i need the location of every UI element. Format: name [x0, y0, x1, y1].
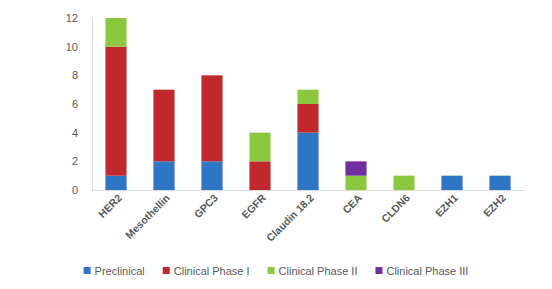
- bar: [297, 89, 318, 90]
- legend-label: Clinical Phase III: [386, 265, 468, 277]
- bar: [345, 176, 366, 190]
- series: [105, 47, 318, 190]
- bar: [201, 75, 222, 161]
- bar: [249, 161, 270, 190]
- bar: [201, 161, 222, 190]
- tick: CLDN6: [379, 190, 412, 225]
- legend: Preclinical Clinical Phase I Clinical Phas…: [84, 265, 469, 277]
- legend-item: Clinical Phase II: [268, 265, 358, 277]
- tick: 8: [72, 69, 92, 81]
- bar: [441, 175, 462, 176]
- tick: GPC3: [191, 190, 220, 220]
- legend-label: Clinical Phase II: [279, 265, 358, 277]
- tick-label: 8: [72, 69, 78, 81]
- bar: [105, 18, 126, 19]
- bar: [489, 175, 510, 176]
- tick-label: EGFR: [239, 191, 268, 220]
- bar: [489, 176, 510, 190]
- bar: [297, 133, 318, 190]
- tick-label: EZH2: [481, 191, 509, 219]
- bar: [153, 89, 174, 90]
- bars: [105, 18, 510, 190]
- bar: [105, 18, 126, 47]
- tick: 10: [66, 41, 92, 53]
- tick: HER2: [96, 190, 124, 220]
- bar: [393, 176, 414, 190]
- bar: [441, 175, 462, 176]
- bar: [441, 175, 462, 176]
- plot: 0 2 4 6 8 10 12 HER2Mesothellin GPC3 EGFRClaudin …: [66, 12, 525, 244]
- tick: 6: [72, 98, 92, 110]
- tick: CEA: [340, 190, 364, 216]
- bar: [345, 161, 366, 175]
- tick-label: 0: [72, 184, 78, 196]
- series: [345, 161, 366, 175]
- tick: Claudin 18.2: [264, 190, 316, 244]
- legend-swatch: [163, 267, 170, 274]
- bar: [297, 90, 318, 104]
- bar: [105, 176, 126, 190]
- legend-item: Preclinical: [84, 265, 145, 277]
- tick: EZH2: [481, 190, 509, 219]
- legend-item: Clinical Phase III: [375, 265, 468, 277]
- series: [105, 18, 414, 190]
- tick: Mesothellin: [123, 190, 172, 241]
- tick-label: 10: [66, 41, 78, 53]
- legend-label: Clinical Phase I: [174, 265, 250, 277]
- chart: 0 2 4 6 8 10 12 HER2Mesothellin GPC3 EGFRClaudin …: [0, 0, 552, 289]
- tick-label: EZH1: [433, 191, 461, 219]
- legend-swatch: [268, 267, 275, 274]
- bar: [153, 89, 174, 90]
- bar: [249, 132, 270, 133]
- tick-label: GPC3: [191, 191, 220, 220]
- bar: [489, 175, 510, 176]
- bar: [153, 161, 174, 190]
- x-axis: HER2Mesothellin GPC3 EGFRClaudin 18.2 CEA CL…: [93, 190, 525, 244]
- bar: [201, 75, 222, 76]
- legend-swatch: [375, 267, 382, 274]
- legend-label: Preclinical: [95, 265, 145, 277]
- bar: [201, 75, 222, 76]
- tick: 4: [72, 127, 92, 139]
- tick-label: CEA: [340, 191, 364, 215]
- bar: [393, 175, 414, 176]
- tick-label: HER2: [96, 191, 124, 219]
- tick-label: 4: [72, 127, 78, 139]
- bar: [105, 47, 126, 176]
- bar: [297, 104, 318, 133]
- y-axis: 0 2 4 6 8 10 12: [66, 12, 93, 196]
- tick-label: 12: [66, 12, 78, 24]
- tick: EZH1: [433, 190, 461, 219]
- tick-label: 2: [72, 155, 78, 167]
- tick-label: 6: [72, 98, 78, 110]
- tick-label: Claudin 18.2: [264, 191, 316, 243]
- tick-label: CLDN6: [379, 191, 412, 224]
- bar: [441, 176, 462, 190]
- tick: 0: [72, 184, 92, 196]
- bar: [489, 175, 510, 176]
- x-axis-line: [93, 190, 525, 191]
- tick: 12: [66, 12, 92, 24]
- legend-swatch: [84, 267, 91, 274]
- legend-item: Clinical Phase I: [163, 265, 250, 277]
- tick-label: Mesothellin: [123, 192, 172, 241]
- tick: 2: [72, 155, 92, 167]
- bar: [153, 90, 174, 162]
- tick: EGFR: [239, 190, 268, 221]
- y-axis-line: [92, 19, 93, 191]
- bar: [249, 133, 270, 162]
